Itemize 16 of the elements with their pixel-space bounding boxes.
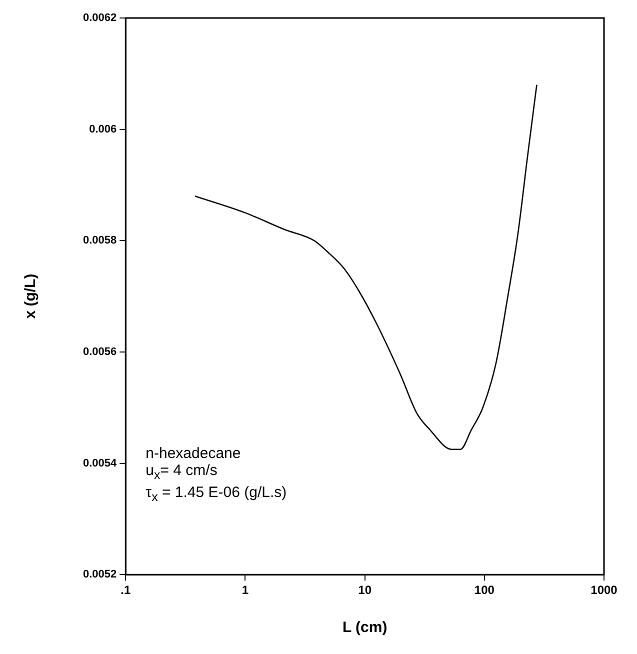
y-tick-label: 0.0062 (82, 12, 117, 24)
x-tick-label: 1000 (590, 583, 618, 598)
y-tick-label: 0.0052 (82, 568, 117, 581)
y-tick-label: 0.0054 (82, 457, 118, 470)
y-axis-title: x (g/L) (22, 274, 40, 319)
x-tick-label: .1 (120, 583, 131, 598)
annotation: n-hexadecane (146, 444, 242, 462)
annotation: u$_{x}$= 4 cm/s (146, 462, 218, 484)
annotation: τ$_{x}$ = 1.45 E-06 (g/L.s) (146, 484, 287, 506)
y-tick-label: 0.006 (89, 123, 117, 136)
y-tick-label: 0.0056 (82, 346, 117, 358)
x-tick-label: 10 (358, 583, 372, 598)
x-axis-title: L (cm) (342, 619, 388, 636)
x-tick-label: 100 (474, 583, 495, 598)
y-tick-label: 0.0058 (82, 234, 117, 247)
x-tick-label: 1 (242, 583, 249, 598)
